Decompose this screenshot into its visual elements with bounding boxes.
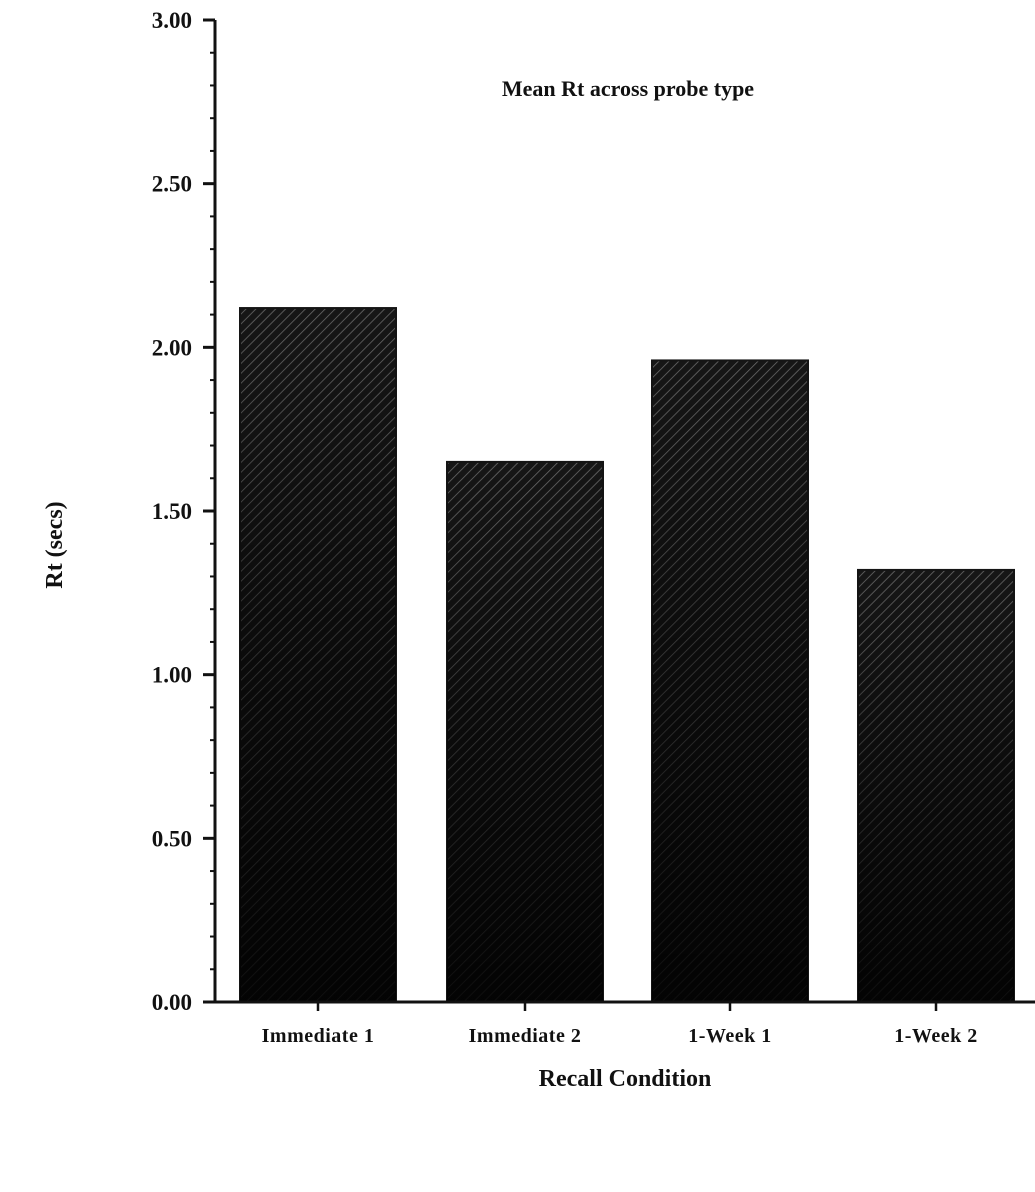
x-category-label: Immediate 2 [469,1025,582,1047]
y-tick-label: 2.50 [152,172,192,197]
y-tick-label: 1.00 [152,663,192,688]
bar-shade-1 [240,308,396,1002]
bars-layer [239,307,1015,1003]
y-tick-label: 3.00 [152,8,192,33]
y-tick-label: 2.00 [152,335,192,360]
x-category-label: 1-Week 1 [688,1025,771,1047]
y-tick-label: 1.50 [152,499,192,524]
y-tick-label: 0.00 [152,990,192,1015]
axes-layer [203,18,1035,1011]
bar-shade-3 [652,360,808,1003]
x-axis-title: Recall Condition [539,1066,712,1092]
chart-title: Mean Rt across probe type [502,76,754,101]
x-category-label: Immediate 1 [262,1025,375,1047]
labels-layer: 0.00 0.50 1.00 1.50 2.00 2.50 3.00 Immediate 1 I… [152,8,977,1047]
bar-shade-4 [858,569,1014,1002]
y-axis-title: Rt (secs) [42,501,68,588]
bar-shade-2 [447,461,603,1002]
y-tick-label: 0.50 [152,826,192,851]
x-category-label: 1-Week 2 [894,1025,977,1047]
